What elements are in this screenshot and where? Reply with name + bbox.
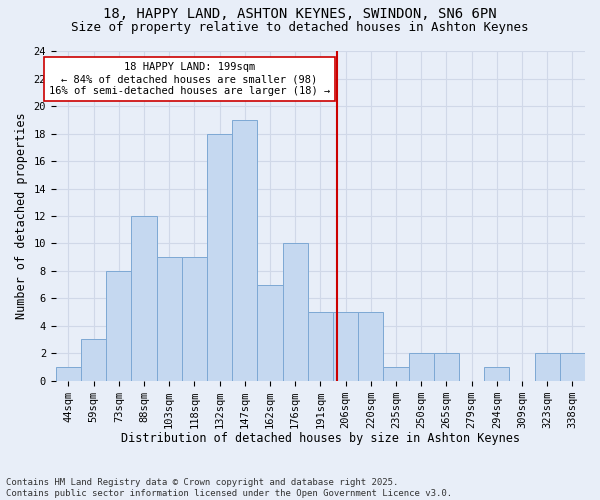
Bar (383, 367, 409, 380)
Bar (358, 312, 383, 380)
Bar (257, 284, 283, 380)
Bar (232, 120, 257, 380)
Bar (81, 340, 106, 380)
Bar (484, 367, 509, 380)
Y-axis label: Number of detached properties: Number of detached properties (15, 112, 28, 320)
Text: Size of property relative to detached houses in Ashton Keynes: Size of property relative to detached ho… (71, 21, 529, 34)
Bar (207, 134, 232, 380)
Text: 18 HAPPY LAND: 199sqm
← 84% of detached houses are smaller (98)
16% of semi-deta: 18 HAPPY LAND: 199sqm ← 84% of detached … (49, 62, 330, 96)
Text: 18, HAPPY LAND, ASHTON KEYNES, SWINDON, SN6 6PN: 18, HAPPY LAND, ASHTON KEYNES, SWINDON, … (103, 8, 497, 22)
Bar (182, 257, 207, 380)
Bar (157, 257, 182, 380)
Bar (535, 353, 560, 380)
Bar (560, 353, 585, 380)
Text: Contains HM Land Registry data © Crown copyright and database right 2025.
Contai: Contains HM Land Registry data © Crown c… (6, 478, 452, 498)
Bar (308, 312, 333, 380)
Bar (409, 353, 434, 380)
Bar (56, 367, 81, 380)
Bar (131, 216, 157, 380)
Bar (106, 271, 131, 380)
Bar (333, 312, 358, 380)
X-axis label: Distribution of detached houses by size in Ashton Keynes: Distribution of detached houses by size … (121, 432, 520, 445)
Bar (283, 244, 308, 380)
Bar (434, 353, 459, 380)
